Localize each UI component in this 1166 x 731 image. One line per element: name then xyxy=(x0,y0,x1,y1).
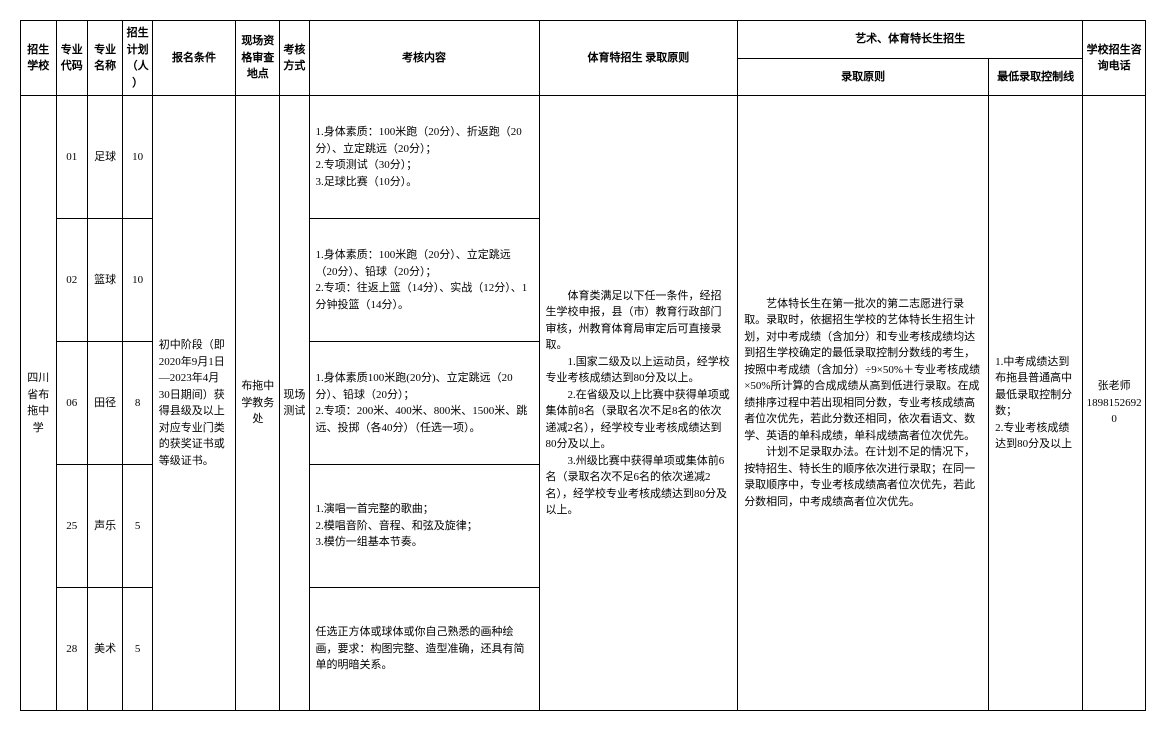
cell-name: 足球 xyxy=(87,96,123,219)
cell-content: 任选正方体或球体或你自己熟悉的画种绘画，要求：构图完整、造型准确，还具有简单的明… xyxy=(309,588,539,711)
cell-plan: 10 xyxy=(123,96,152,219)
cell-code: 06 xyxy=(56,342,87,465)
cell-name: 声乐 xyxy=(87,465,123,588)
cell-min-line: 1.中考成绩达到布拖县普通高中最低录取控制分数； 2.专业考核成绩达到80分及以… xyxy=(989,96,1083,711)
cell-code: 28 xyxy=(56,588,87,711)
cell-mode: 现场测试 xyxy=(280,96,309,711)
header-name: 专业名称 xyxy=(87,21,123,96)
cell-plan: 8 xyxy=(123,342,152,465)
header-art-min: 最低录取控制线 xyxy=(989,58,1083,96)
cell-content: 1.身体素质100米跑(20分)、立定跳远（20分）、铅球（20分）； 2.专项… xyxy=(309,342,539,465)
cell-name: 美术 xyxy=(87,588,123,711)
header-art-principle: 录取原则 xyxy=(738,58,989,96)
cell-tel: 张老师18981526920 xyxy=(1083,96,1146,711)
cell-name: 田径 xyxy=(87,342,123,465)
table-row: 四川省布拖中学01足球10初中阶段（即2020年9月1日—2023年4月30日期… xyxy=(21,96,1146,219)
header-sport: 体育特招生 录取原则 xyxy=(539,21,738,96)
header-school: 招生学校 xyxy=(21,21,57,96)
header-cond: 报名条件 xyxy=(152,21,236,96)
cell-plan: 5 xyxy=(123,465,152,588)
header-loc: 现场资格审查地点 xyxy=(236,21,280,96)
cell-plan: 5 xyxy=(123,588,152,711)
header-code: 专业代码 xyxy=(56,21,87,96)
header-art-group: 艺术、体育特长生招生 xyxy=(738,21,1083,59)
cell-name: 篮球 xyxy=(87,219,123,342)
header-mode: 考核方式 xyxy=(280,21,309,96)
cell-location: 布拖中学教务处 xyxy=(236,96,280,711)
header-plan: 招生计划（人） xyxy=(123,21,152,96)
cell-content: 1.身体素质：100米跑（20分）、立定跳远（20分）、铅球（20分）； 2.专… xyxy=(309,219,539,342)
cell-code: 25 xyxy=(56,465,87,588)
cell-art-principle: 艺体特长生在第一批次的第二志愿进行录取。录取时，依据招生学校的艺体特长生招生计划… xyxy=(738,96,989,711)
header-content: 考核内容 xyxy=(309,21,539,96)
cell-plan: 10 xyxy=(123,219,152,342)
cell-code: 02 xyxy=(56,219,87,342)
cell-sport-principle: 体育类满足以下任一条件，经招生学校申报，县（市）教育行政部门审核，州教育体育局审… xyxy=(539,96,738,711)
cell-code: 01 xyxy=(56,96,87,219)
cell-content: 1.演唱一首完整的歌曲； 2.模唱音阶、音程、和弦及旋律； 3.模仿一组基本节奏… xyxy=(309,465,539,588)
cell-school: 四川省布拖中学 xyxy=(21,96,57,711)
admission-table: 招生学校 专业代码 专业名称 招生计划（人） 报名条件 现场资格审查地点 考核方… xyxy=(20,20,1146,711)
cell-condition: 初中阶段（即2020年9月1日—2023年4月30日期间）获得县级及以上对应专业… xyxy=(152,96,236,711)
header-tel: 学校招生咨询电话 xyxy=(1083,21,1146,96)
cell-content: 1.身体素质：100米跑（20分）、折返跑（20分）、立定跳远（20分）； 2.… xyxy=(309,96,539,219)
